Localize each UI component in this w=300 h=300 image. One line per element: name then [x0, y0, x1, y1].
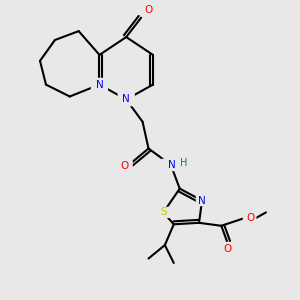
Text: O: O [144, 5, 153, 15]
Text: O: O [223, 244, 231, 254]
FancyBboxPatch shape [219, 242, 236, 256]
Text: S: S [160, 207, 167, 218]
FancyBboxPatch shape [91, 78, 108, 92]
Text: N: N [198, 196, 206, 206]
Text: O: O [246, 213, 254, 224]
FancyBboxPatch shape [162, 159, 183, 171]
Text: N: N [122, 94, 130, 104]
FancyBboxPatch shape [243, 212, 256, 224]
FancyBboxPatch shape [157, 207, 170, 218]
Text: N: N [168, 160, 176, 170]
Text: H: H [181, 158, 188, 168]
FancyBboxPatch shape [142, 5, 155, 16]
FancyBboxPatch shape [118, 93, 135, 106]
Text: O: O [120, 161, 128, 171]
FancyBboxPatch shape [116, 160, 133, 173]
Text: N: N [96, 80, 103, 90]
FancyBboxPatch shape [196, 195, 208, 206]
